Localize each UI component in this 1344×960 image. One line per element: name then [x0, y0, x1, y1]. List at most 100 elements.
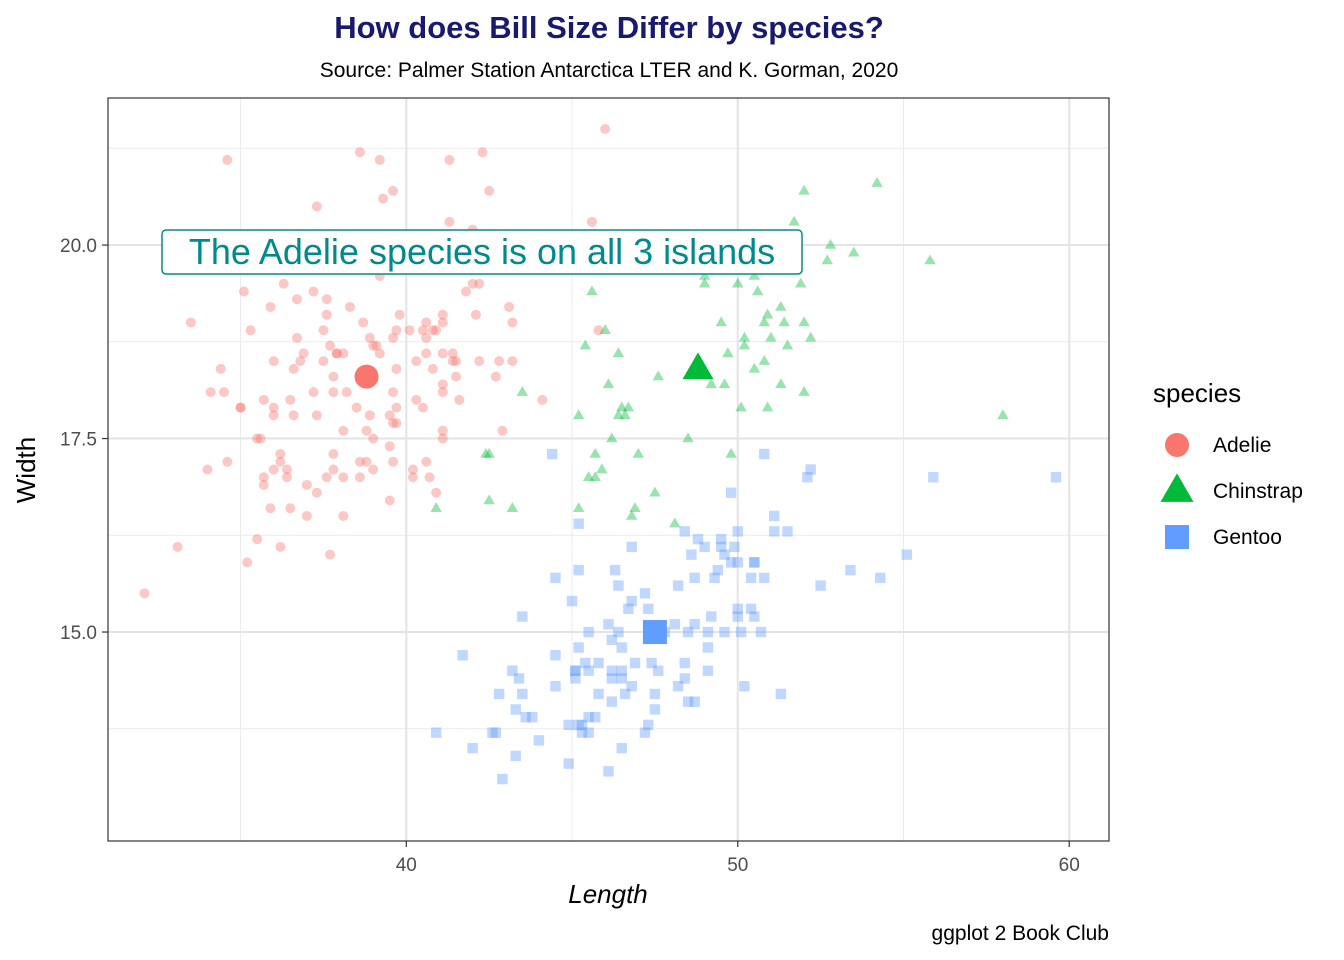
data-point-gentoo: [769, 526, 780, 537]
data-point-adelie: [338, 348, 349, 359]
data-point-gentoo: [689, 619, 700, 630]
data-point-gentoo: [626, 595, 637, 607]
data-point-chinstrap: [599, 324, 611, 334]
data-point-gentoo: [735, 626, 747, 638]
legend-title: species: [1153, 378, 1241, 408]
mean-marker-gentoo: [642, 620, 667, 645]
data-point-chinstrap: [781, 339, 794, 350]
data-point-chinstrap: [778, 316, 790, 327]
data-point-chinstrap: [619, 409, 631, 420]
data-point-chinstrap: [596, 463, 608, 474]
data-point-gentoo: [550, 650, 561, 661]
data-point-adelie: [328, 387, 339, 398]
data-point-adelie: [421, 348, 432, 359]
data-point-chinstrap: [669, 517, 681, 528]
data-point-gentoo: [719, 549, 730, 560]
data-point-adelie: [364, 410, 375, 421]
data-point-chinstrap: [579, 339, 592, 350]
legend-key-chinstrap: [1160, 473, 1194, 502]
data-point-chinstrap: [821, 254, 833, 265]
data-point-adelie: [368, 433, 379, 444]
data-point-gentoo: [745, 603, 757, 615]
data-point-adelie: [593, 325, 604, 336]
data-point-gentoo: [669, 619, 680, 630]
data-point-adelie: [351, 402, 362, 413]
data-point-gentoo: [606, 673, 618, 684]
data-point-adelie: [344, 301, 355, 312]
data-point-adelie: [424, 472, 435, 483]
data-point-adelie: [301, 510, 312, 521]
data-point-gentoo: [639, 727, 651, 738]
data-point-adelie: [477, 147, 488, 158]
data-point-adelie: [321, 472, 332, 483]
data-point-gentoo: [715, 541, 727, 553]
data-point-adelie: [328, 371, 339, 382]
data-point-adelie: [437, 317, 448, 328]
data-point-gentoo: [580, 657, 591, 669]
data-point-adelie: [252, 433, 263, 444]
data-point-gentoo: [699, 541, 710, 553]
data-point-gentoo: [467, 742, 478, 754]
data-point-adelie: [338, 510, 349, 521]
data-point-gentoo: [928, 472, 939, 483]
data-point-adelie: [238, 286, 249, 297]
data-point-gentoo: [739, 681, 750, 692]
data-point-adelie: [288, 410, 299, 421]
x-tick-label: 60: [1059, 855, 1080, 876]
data-point-adelie: [494, 356, 505, 367]
data-point-chinstrap: [748, 362, 761, 373]
data-point-gentoo: [583, 665, 594, 676]
data-point-gentoo: [616, 642, 627, 653]
data-point-gentoo: [550, 572, 561, 584]
data-point-adelie: [451, 356, 462, 367]
data-point-adelie: [447, 348, 458, 359]
plot-background: [108, 98, 1109, 841]
data-point-adelie: [384, 495, 395, 506]
data-point-adelie: [281, 464, 292, 475]
data-point-adelie: [437, 433, 448, 444]
data-point-chinstrap: [761, 308, 774, 319]
data-point-chinstrap: [795, 277, 807, 288]
data-point-chinstrap: [775, 378, 787, 389]
data-point-gentoo: [702, 626, 714, 638]
data-point-gentoo: [845, 564, 856, 576]
data-point-gentoo: [672, 580, 684, 591]
y-axis: 15.0 17.5 20.0: [60, 236, 108, 644]
data-point-gentoo: [606, 665, 618, 676]
data-point-gentoo: [646, 657, 657, 669]
annotation-box: The Adelie species is on all 3 islands: [161, 229, 803, 275]
data-point-chinstrap: [798, 184, 810, 195]
x-tick-label: 50: [727, 855, 748, 876]
data-point-gentoo: [653, 665, 664, 676]
data-point-adelie: [431, 325, 442, 336]
data-point-gentoo: [613, 626, 624, 638]
data-point-adelie: [427, 363, 438, 374]
data-point-adelie: [288, 363, 299, 374]
legend-keys: [1160, 433, 1194, 549]
data-point-adelie: [407, 464, 418, 475]
data-point-adelie: [497, 425, 508, 436]
data-point-adelie: [388, 332, 399, 343]
data-point-gentoo: [487, 727, 498, 738]
data-point-adelie: [474, 278, 485, 289]
data-point-gentoo: [706, 611, 717, 622]
data-point-gentoo: [679, 526, 690, 537]
data-point-chinstrap: [589, 471, 601, 481]
data-point-gentoo: [725, 557, 737, 568]
data-point-gentoo: [603, 766, 614, 777]
data-point-adelie: [222, 456, 233, 467]
data-point-adelie: [361, 425, 372, 436]
data-point-adelie: [222, 154, 233, 165]
data-point-adelie: [421, 456, 432, 467]
data-point-chinstrap: [738, 331, 751, 342]
y-tick-label: 20.0: [60, 236, 97, 257]
data-point-gentoo: [702, 642, 714, 653]
data-point-adelie: [291, 294, 302, 305]
data-point-chinstrap: [602, 378, 615, 389]
data-point-gentoo: [513, 673, 525, 684]
data-point-adelie: [388, 456, 399, 467]
data-point-adelie: [484, 185, 495, 196]
data-point-adelie: [325, 340, 336, 351]
data-point-adelie: [431, 487, 442, 498]
